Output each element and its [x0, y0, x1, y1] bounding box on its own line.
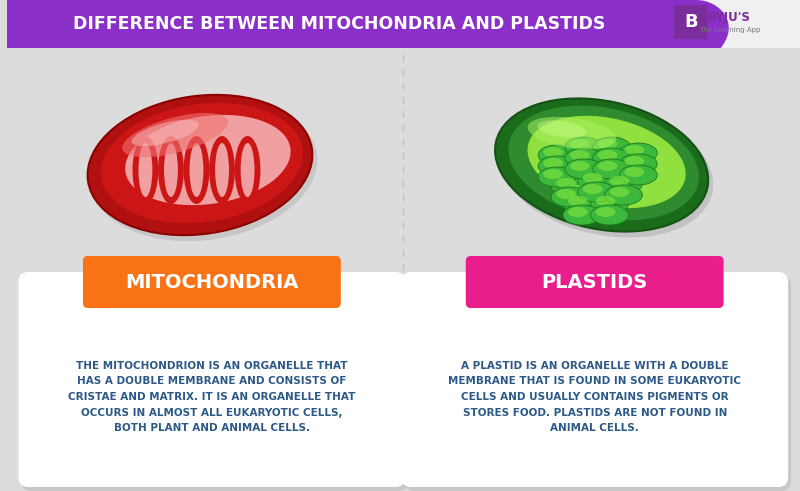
- Ellipse shape: [582, 162, 602, 172]
- Ellipse shape: [605, 163, 642, 183]
- FancyBboxPatch shape: [404, 276, 791, 491]
- Ellipse shape: [556, 189, 576, 199]
- Ellipse shape: [538, 145, 576, 165]
- Ellipse shape: [209, 136, 235, 204]
- Ellipse shape: [543, 158, 563, 168]
- Ellipse shape: [565, 159, 602, 179]
- Ellipse shape: [568, 207, 588, 217]
- FancyBboxPatch shape: [83, 256, 341, 308]
- Ellipse shape: [593, 137, 630, 157]
- Ellipse shape: [125, 115, 290, 205]
- Ellipse shape: [578, 182, 615, 202]
- Ellipse shape: [570, 161, 590, 171]
- Ellipse shape: [551, 165, 589, 185]
- Ellipse shape: [596, 196, 615, 206]
- Ellipse shape: [598, 161, 618, 171]
- Ellipse shape: [590, 205, 629, 225]
- Ellipse shape: [132, 120, 199, 146]
- Ellipse shape: [138, 143, 152, 197]
- Ellipse shape: [498, 103, 713, 238]
- Ellipse shape: [133, 136, 158, 204]
- Ellipse shape: [582, 184, 602, 194]
- Ellipse shape: [598, 139, 618, 149]
- Ellipse shape: [565, 137, 602, 157]
- Ellipse shape: [568, 196, 588, 206]
- Ellipse shape: [538, 156, 576, 176]
- Ellipse shape: [556, 178, 576, 188]
- Ellipse shape: [538, 120, 586, 137]
- Text: PLASTIDS: PLASTIDS: [542, 273, 648, 292]
- Ellipse shape: [625, 167, 644, 177]
- Ellipse shape: [556, 167, 576, 177]
- Ellipse shape: [625, 156, 644, 166]
- Ellipse shape: [563, 205, 601, 225]
- Ellipse shape: [596, 207, 615, 217]
- Text: THE MITOCHONDRION IS AN ORGANELLE THAT
HAS A DOUBLE MEMBRANE AND CONSISTS OF
CRI: THE MITOCHONDRION IS AN ORGANELLE THAT H…: [68, 361, 355, 433]
- Ellipse shape: [183, 136, 210, 204]
- Ellipse shape: [582, 173, 602, 183]
- Ellipse shape: [527, 116, 686, 208]
- Ellipse shape: [578, 160, 615, 180]
- Ellipse shape: [570, 150, 590, 160]
- Ellipse shape: [590, 183, 629, 203]
- Ellipse shape: [605, 174, 642, 194]
- Ellipse shape: [563, 183, 601, 203]
- Ellipse shape: [495, 98, 708, 232]
- Ellipse shape: [593, 148, 630, 168]
- Ellipse shape: [625, 145, 644, 155]
- Ellipse shape: [90, 99, 318, 241]
- FancyBboxPatch shape: [22, 276, 408, 491]
- Text: MITOCHONDRIA: MITOCHONDRIA: [125, 273, 298, 292]
- Ellipse shape: [543, 147, 563, 157]
- Ellipse shape: [528, 117, 616, 149]
- Ellipse shape: [596, 185, 615, 195]
- Text: B: B: [684, 13, 698, 31]
- Ellipse shape: [190, 143, 203, 197]
- Text: BYJU'S: BYJU'S: [708, 10, 751, 24]
- Ellipse shape: [610, 176, 630, 186]
- Text: A PLASTID IS AN ORGANELLE WITH A DOUBLE
MEMBRANE THAT IS FOUND IN SOME EUKARYOTI: A PLASTID IS AN ORGANELLE WITH A DOUBLE …: [448, 361, 741, 433]
- Ellipse shape: [87, 95, 312, 235]
- PathPatch shape: [6, 0, 729, 48]
- Ellipse shape: [605, 185, 642, 205]
- Ellipse shape: [578, 171, 615, 191]
- Ellipse shape: [551, 176, 589, 196]
- Ellipse shape: [215, 143, 229, 197]
- Ellipse shape: [619, 165, 657, 185]
- Ellipse shape: [538, 167, 576, 187]
- FancyBboxPatch shape: [6, 0, 800, 491]
- Ellipse shape: [619, 154, 657, 174]
- FancyBboxPatch shape: [18, 272, 406, 487]
- Ellipse shape: [610, 165, 630, 175]
- FancyBboxPatch shape: [674, 5, 708, 39]
- Ellipse shape: [543, 169, 563, 179]
- Text: DIFFERENCE BETWEEN MITOCHONDRIA AND PLASTIDS: DIFFERENCE BETWEEN MITOCHONDRIA AND PLAS…: [73, 15, 605, 33]
- Ellipse shape: [570, 139, 590, 149]
- Ellipse shape: [619, 143, 657, 163]
- Ellipse shape: [122, 113, 228, 157]
- Ellipse shape: [563, 194, 601, 214]
- Ellipse shape: [568, 185, 588, 195]
- Ellipse shape: [164, 143, 178, 197]
- Ellipse shape: [508, 106, 699, 220]
- Text: The Learning App: The Learning App: [699, 27, 760, 33]
- Ellipse shape: [590, 194, 629, 214]
- Ellipse shape: [551, 187, 589, 207]
- Ellipse shape: [565, 148, 602, 168]
- FancyBboxPatch shape: [402, 272, 788, 487]
- Ellipse shape: [158, 136, 184, 204]
- FancyBboxPatch shape: [466, 256, 724, 308]
- Ellipse shape: [598, 150, 618, 160]
- Ellipse shape: [610, 187, 630, 197]
- Ellipse shape: [101, 103, 303, 223]
- Ellipse shape: [234, 136, 261, 204]
- Ellipse shape: [241, 143, 254, 197]
- Ellipse shape: [593, 159, 630, 179]
- FancyBboxPatch shape: [671, 0, 800, 48]
